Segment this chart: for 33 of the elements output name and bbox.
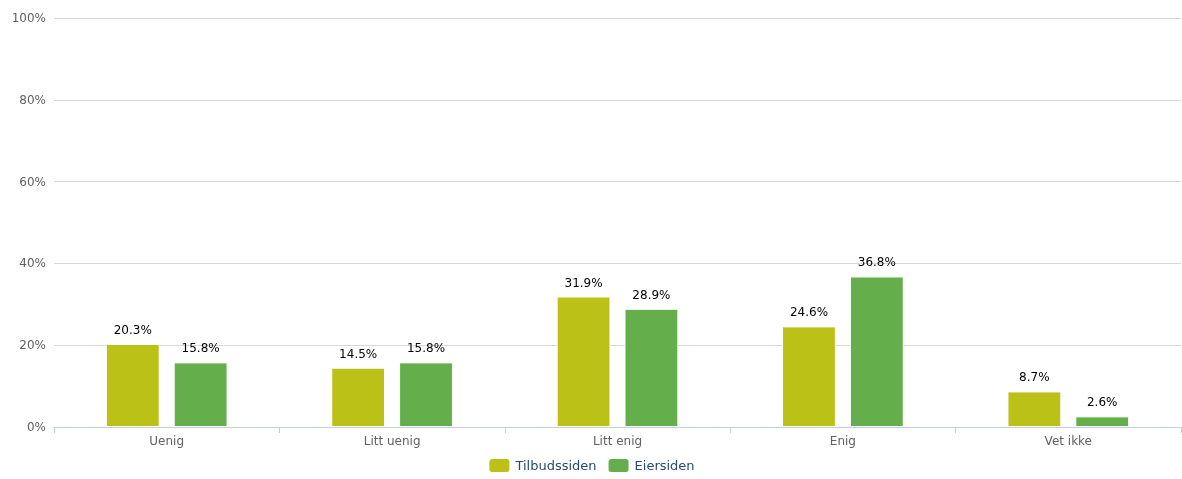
bar [1007, 391, 1062, 427]
bar [1075, 416, 1130, 427]
bar [849, 276, 904, 427]
data-label: 8.7% [1019, 370, 1050, 385]
bar [624, 308, 679, 427]
bar [173, 362, 228, 427]
y-tick-label: 80% [19, 92, 46, 107]
x-tick-label: Vet ikke [1044, 434, 1092, 448]
x-tick-label: Uenig [149, 434, 185, 448]
data-label: 14.5% [339, 346, 378, 361]
data-label: 31.9% [564, 275, 603, 290]
x-tick-label: Enig [829, 434, 856, 448]
y-tick-label: 40% [19, 256, 46, 271]
data-label: 15.8% [181, 341, 220, 356]
bar [331, 367, 386, 427]
data-label: 36.8% [857, 255, 896, 270]
legend-label: Tilbudssiden [514, 458, 597, 473]
bar [105, 343, 160, 427]
y-tick-label: 60% [19, 174, 46, 189]
legend-label: Eiersiden [634, 458, 695, 473]
data-label: 20.3% [113, 322, 152, 337]
x-tick-label: Litt enig [592, 434, 643, 448]
x-tick-label: Litt uenig [363, 434, 421, 448]
y-tick-label: 20% [19, 338, 46, 353]
data-label: 28.9% [632, 287, 671, 302]
data-label: 15.8% [406, 341, 446, 356]
data-label: 24.6% [789, 305, 829, 320]
bar [556, 296, 611, 427]
bar [399, 362, 453, 427]
y-tick-label: 100% [11, 11, 46, 25]
bar [782, 326, 836, 427]
y-tick-label: 0% [26, 420, 46, 434]
data-label: 2.6% [1086, 395, 1118, 410]
